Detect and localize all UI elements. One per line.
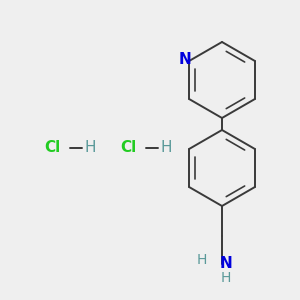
Text: H: H	[221, 271, 231, 285]
Text: Cl: Cl	[120, 140, 136, 155]
Text: H: H	[84, 140, 96, 155]
Text: N: N	[179, 52, 191, 67]
Text: Cl: Cl	[44, 140, 60, 155]
Text: H: H	[197, 253, 207, 267]
Text: H: H	[160, 140, 172, 155]
Text: N: N	[220, 256, 232, 272]
